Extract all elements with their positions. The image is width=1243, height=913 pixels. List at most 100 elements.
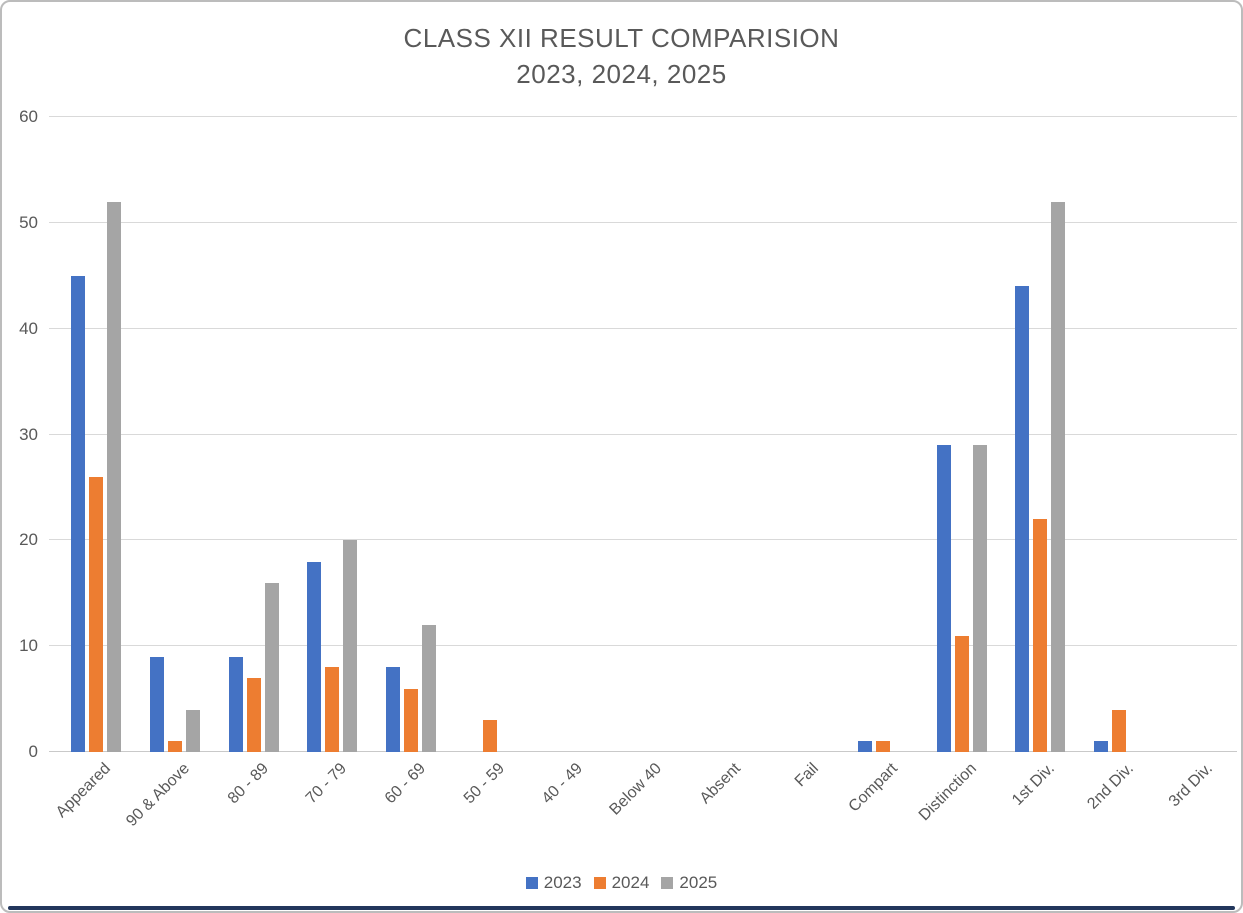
chart-title-line2: 2023, 2024, 2025	[516, 59, 727, 89]
bar-group-3rd-div-	[1158, 117, 1237, 752]
bar-group-1st-div-	[1001, 117, 1080, 752]
bar-2024	[89, 476, 104, 752]
bar-2025	[421, 625, 436, 752]
bar-group-compart	[844, 117, 923, 752]
legend-item-2024: 2024	[593, 873, 650, 893]
bottom-bar	[8, 906, 1235, 910]
gridline-40	[49, 327, 1237, 329]
y-tick-label-20: 20	[19, 530, 38, 550]
bar-2025	[185, 709, 200, 752]
bars	[465, 117, 515, 752]
legend-item-2023: 2023	[525, 873, 582, 893]
x-tick-label: 70 - 79	[303, 760, 351, 808]
x-tick-label: Distinction	[915, 760, 980, 825]
chart-title: CLASS XII RESULT COMPARISION 2023, 2024,…	[2, 20, 1241, 92]
x-tick-label: 2nd Div.	[1084, 760, 1138, 813]
legend-swatch-2023	[525, 877, 538, 889]
gridline-10	[49, 645, 1237, 647]
bars	[1015, 117, 1066, 752]
plot-area: Appeared 90 & Above 80 - 89 70 - 79 60 - 69 5…	[49, 116, 1237, 830]
y-tick-label-0: 0	[28, 742, 38, 761]
bars	[228, 117, 279, 752]
x-tick-label: Absent	[696, 760, 744, 808]
bar-2024	[1033, 519, 1048, 752]
bar-2025	[264, 582, 279, 752]
bars	[149, 117, 200, 752]
bars	[71, 117, 122, 752]
legend-swatch-2024	[593, 877, 606, 889]
bar-group-40-49	[529, 117, 608, 752]
legend-swatch-2025	[661, 877, 674, 889]
bars	[936, 117, 987, 752]
bar-group-80-89	[214, 117, 293, 752]
x-tick-label: Fail	[792, 760, 823, 791]
bar-2024	[403, 688, 418, 752]
bar-2024	[1111, 709, 1126, 752]
bar-2023	[1093, 741, 1108, 752]
x-tick-label: Below 40	[606, 760, 666, 819]
x-tick-label: 80 - 89	[224, 760, 272, 808]
legend-label-2024: 2024	[611, 873, 650, 892]
x-tick-label: 1st Div.	[1009, 760, 1059, 809]
bar-group-absent	[686, 117, 765, 752]
bar-2024	[482, 720, 497, 752]
legend: 2023 2024 2025	[2, 873, 1241, 893]
x-tick-label: 3rd Div.	[1165, 760, 1216, 811]
y-axis: 0 10 20 30 40 50 60	[2, 107, 48, 761]
legend-label-2025: 2025	[679, 873, 718, 892]
x-tick-label: 40 - 49	[539, 760, 587, 808]
bar-group-distinction	[922, 117, 1001, 752]
x-tick-label: 50 - 59	[460, 760, 508, 808]
x-tick-label: 60 - 69	[381, 760, 430, 808]
bar-2023	[307, 561, 322, 752]
bar-2023	[385, 667, 400, 752]
bar-2025	[343, 540, 358, 752]
bar-2025	[107, 201, 122, 752]
x-tick-label: Appeared	[53, 760, 115, 822]
y-tick-label-40: 40	[19, 318, 38, 338]
bar-group-60-69	[372, 117, 451, 752]
chart-title-line1: CLASS XII RESULT COMPARISION	[403, 23, 840, 53]
bars	[307, 117, 358, 752]
gridline-60	[49, 116, 1237, 117]
bars	[701, 117, 751, 752]
gridline-20	[49, 539, 1237, 541]
bar-group-90-above	[136, 117, 215, 752]
bar-2023	[857, 741, 872, 752]
bar-group-fail	[765, 117, 844, 752]
bar-2024	[325, 667, 340, 752]
bar-2023	[1015, 286, 1030, 752]
bar-2023	[149, 656, 164, 752]
bars	[543, 117, 593, 752]
bars	[1173, 117, 1223, 752]
legend-item-2025: 2025	[661, 873, 717, 893]
x-tick-label: Compart	[845, 760, 902, 816]
bar-2023	[936, 445, 951, 752]
bar-2025	[1051, 201, 1066, 752]
gridline-50	[49, 221, 1237, 223]
bar-group-50-59	[450, 117, 529, 752]
bar-2024	[954, 635, 969, 752]
bars	[779, 117, 829, 752]
y-tick-label-60: 60	[19, 107, 38, 126]
bar-2024	[875, 741, 890, 752]
legend-label-2023: 2023	[543, 873, 582, 892]
bar-group-below-40	[608, 117, 687, 752]
bars	[1093, 117, 1144, 752]
bar-group-70-79	[293, 117, 372, 752]
bar-2024	[246, 677, 261, 752]
bar-2024	[167, 741, 182, 752]
bar-2023	[71, 275, 86, 752]
bar-2025	[972, 445, 987, 752]
y-tick-label-10: 10	[19, 636, 38, 656]
y-tick-label-50: 50	[19, 212, 38, 232]
bar-2023	[228, 656, 243, 752]
y-tick-label-30: 30	[19, 424, 38, 444]
bar-group-2nd-div-	[1080, 117, 1159, 752]
bars	[857, 117, 908, 752]
bars	[385, 117, 436, 752]
gridline-30	[49, 433, 1237, 435]
gridline-0	[49, 751, 1237, 752]
bars	[622, 117, 672, 752]
